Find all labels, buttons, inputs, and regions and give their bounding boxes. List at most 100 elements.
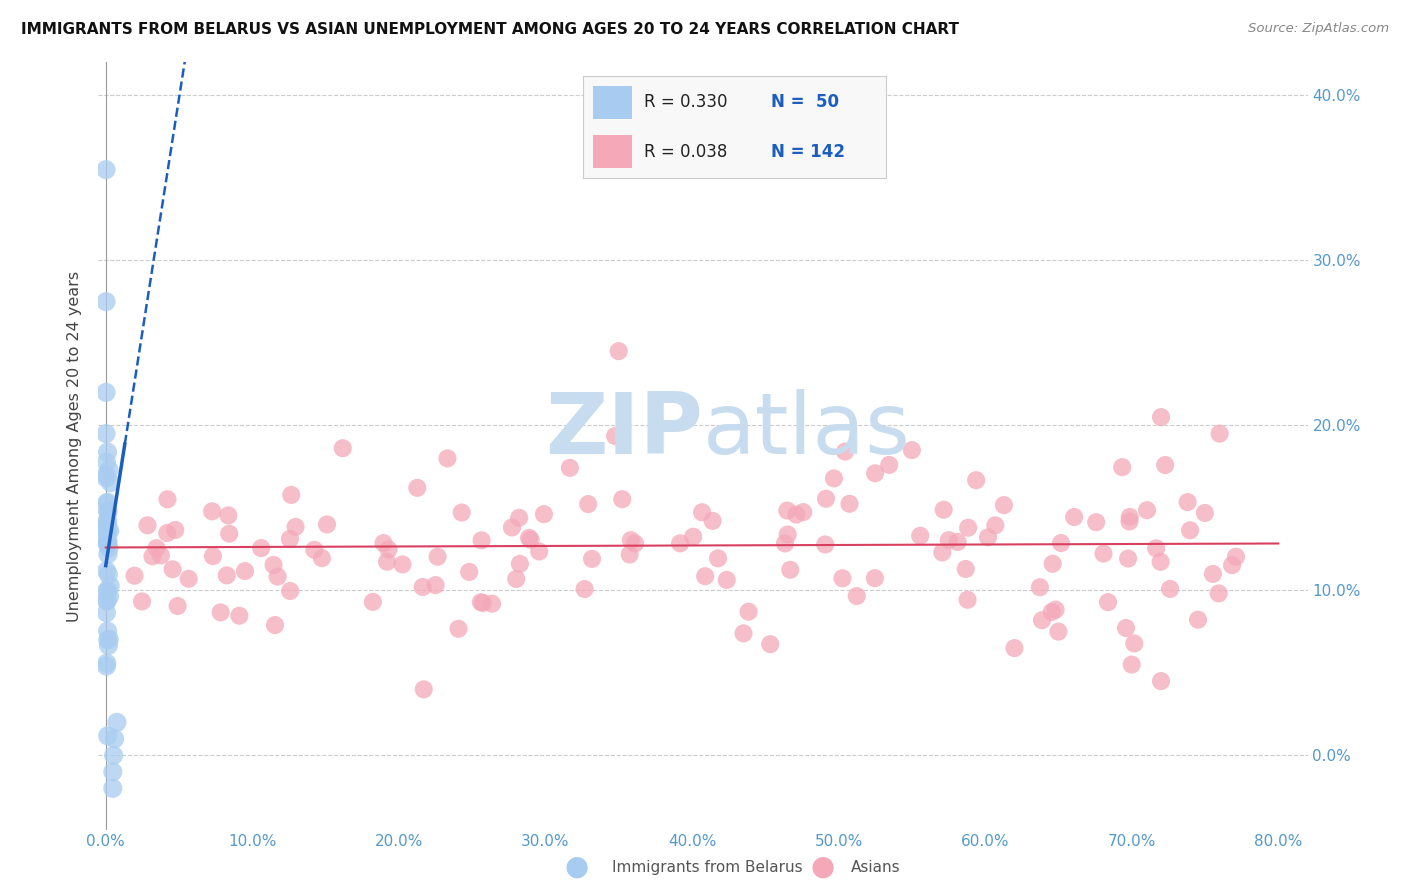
Point	[96, 445, 118, 459]
Point	[1047, 624, 1070, 639]
Point	[412, 580, 434, 594]
Point	[1063, 510, 1085, 524]
Point	[96, 537, 118, 551]
Point	[332, 441, 354, 455]
Point	[624, 536, 647, 550]
Point	[96, 522, 118, 536]
Point	[97, 534, 120, 549]
Point	[156, 492, 179, 507]
Point	[96, 606, 118, 620]
Point	[845, 589, 868, 603]
Point	[1045, 602, 1067, 616]
Point	[471, 533, 494, 548]
Point	[98, 524, 121, 538]
Point	[792, 505, 814, 519]
Point	[105, 715, 128, 730]
Point	[136, 518, 159, 533]
Point	[471, 596, 494, 610]
Point	[1031, 613, 1053, 627]
Point	[96, 656, 118, 670]
Point	[96, 455, 118, 469]
Point	[993, 498, 1015, 512]
Point	[141, 549, 163, 564]
Point	[94, 385, 117, 400]
Point	[1220, 558, 1243, 573]
Point	[863, 571, 886, 585]
Point	[508, 511, 530, 525]
Point	[957, 521, 980, 535]
Point	[877, 458, 900, 472]
Point	[1208, 426, 1230, 441]
Point	[737, 605, 759, 619]
Point	[1194, 506, 1216, 520]
Point	[97, 624, 120, 639]
Point	[250, 541, 273, 555]
Point	[932, 502, 955, 516]
Point	[529, 544, 551, 558]
Point	[97, 639, 120, 653]
Point	[97, 567, 120, 582]
Y-axis label: Unemployment Among Ages 20 to 24 years: Unemployment Among Ages 20 to 24 years	[67, 270, 83, 622]
Point	[406, 481, 429, 495]
FancyBboxPatch shape	[592, 87, 631, 119]
Point	[373, 536, 395, 550]
Point	[1029, 580, 1052, 594]
Point	[209, 605, 232, 619]
Point	[177, 572, 200, 586]
Text: N =  50: N = 50	[770, 94, 839, 112]
Point	[97, 504, 120, 518]
Point	[97, 505, 120, 519]
Text: ●: ●	[564, 853, 589, 881]
Point	[412, 682, 434, 697]
Point	[1111, 460, 1133, 475]
Point	[901, 443, 924, 458]
Point	[311, 551, 333, 566]
Text: ●: ●	[810, 853, 835, 881]
Point	[98, 541, 121, 556]
Point	[96, 593, 118, 607]
Point	[669, 536, 692, 550]
Point	[96, 594, 118, 608]
Point	[450, 506, 472, 520]
Point	[278, 532, 301, 546]
Point	[103, 748, 125, 763]
Point	[1040, 605, 1063, 619]
Point	[284, 520, 307, 534]
Point	[436, 451, 458, 466]
Point	[278, 584, 301, 599]
Point	[96, 496, 118, 510]
Point	[1119, 510, 1142, 524]
Point	[166, 599, 188, 613]
Point	[965, 473, 987, 487]
Point	[733, 626, 755, 640]
Point	[1154, 458, 1177, 472]
Text: ZIP: ZIP	[546, 389, 703, 472]
Point	[98, 632, 121, 647]
Point	[1208, 586, 1230, 600]
Point	[620, 533, 643, 548]
Point	[361, 595, 384, 609]
Point	[96, 524, 118, 539]
Point	[908, 529, 931, 543]
Point	[931, 545, 953, 559]
Point	[1144, 541, 1167, 556]
Point	[94, 426, 117, 441]
Point	[1149, 555, 1171, 569]
Point	[831, 571, 853, 585]
Point	[505, 572, 527, 586]
Point	[1150, 410, 1173, 425]
Point	[103, 731, 125, 746]
Point	[156, 526, 179, 541]
Text: atlas: atlas	[703, 389, 911, 472]
Point	[834, 444, 856, 458]
Point	[96, 659, 118, 673]
Point	[97, 524, 120, 539]
Point	[101, 764, 124, 779]
Point	[280, 488, 302, 502]
Point	[707, 551, 730, 566]
Point	[96, 515, 118, 529]
Point	[145, 541, 167, 555]
Point	[1159, 582, 1181, 596]
Point	[814, 537, 837, 551]
Point	[702, 514, 724, 528]
